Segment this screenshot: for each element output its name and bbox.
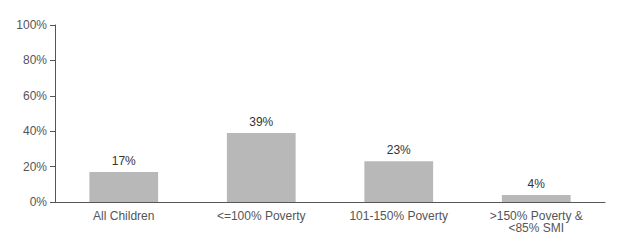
svg-text:<=100% Poverty: <=100% Poverty — [217, 209, 306, 223]
svg-text:20%: 20% — [23, 160, 47, 174]
svg-text:17%: 17% — [112, 154, 136, 168]
svg-text:101-150% Poverty: 101-150% Poverty — [349, 209, 448, 223]
svg-text:All Children: All Children — [93, 209, 154, 223]
svg-text:39%: 39% — [249, 115, 273, 129]
svg-text:40%: 40% — [23, 124, 47, 138]
svg-text:60%: 60% — [23, 89, 47, 103]
svg-text:23%: 23% — [387, 143, 411, 157]
svg-text:<85% SMI: <85% SMI — [508, 221, 564, 235]
svg-text:0%: 0% — [30, 195, 48, 209]
svg-text:4%: 4% — [528, 177, 546, 191]
svg-text:100%: 100% — [16, 18, 47, 32]
svg-text:80%: 80% — [23, 53, 47, 67]
svg-text:>150% Poverty &: >150% Poverty & — [489, 209, 583, 223]
